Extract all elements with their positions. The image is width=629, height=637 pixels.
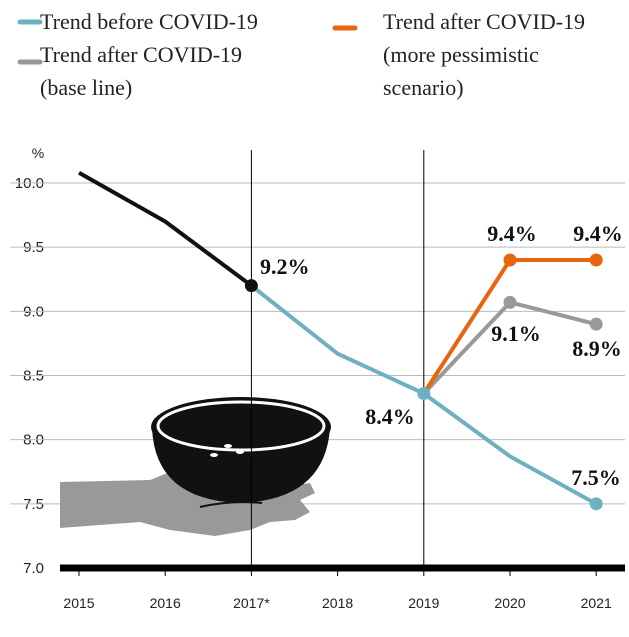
legend-label: Trend before COVID-19 bbox=[40, 9, 258, 34]
value-label: 8.4% bbox=[365, 404, 415, 429]
series-line bbox=[78, 170, 253, 288]
x-tick-label: 2021 bbox=[581, 595, 612, 611]
x-tick-label: 2015 bbox=[63, 595, 94, 611]
legend-label: Trend after COVID-19 (base line) bbox=[40, 42, 242, 100]
value-label: 9.1% bbox=[491, 321, 541, 346]
series-line bbox=[422, 300, 597, 395]
y-tick-label: 9.5 bbox=[23, 239, 44, 256]
x-tick-label: 2018 bbox=[322, 595, 353, 611]
y-axis-label: % bbox=[32, 145, 44, 161]
x-tick-label: 2016 bbox=[150, 595, 181, 611]
x-tick-label: 2017* bbox=[233, 595, 270, 611]
bowl-illustration bbox=[60, 397, 331, 536]
x-tick-label: 2019 bbox=[408, 595, 439, 611]
point bbox=[503, 295, 517, 309]
legend-label: Trend after COVID-19 (more pessimistic sce… bbox=[383, 9, 585, 100]
value-label: 9.4% bbox=[487, 221, 537, 246]
point bbox=[417, 386, 431, 400]
point bbox=[244, 279, 258, 293]
point bbox=[503, 253, 517, 267]
point bbox=[589, 253, 603, 267]
value-label: 8.9% bbox=[572, 336, 622, 361]
point bbox=[589, 317, 603, 331]
value-label: 9.4% bbox=[573, 221, 623, 246]
value-label: 9.2% bbox=[260, 254, 310, 279]
y-tick-label: 7.5 bbox=[23, 496, 44, 513]
point bbox=[589, 497, 603, 511]
value-label: 7.5% bbox=[571, 465, 621, 490]
x-tick-label: 2020 bbox=[494, 595, 525, 611]
y-tick-label: 7.0 bbox=[23, 560, 44, 577]
